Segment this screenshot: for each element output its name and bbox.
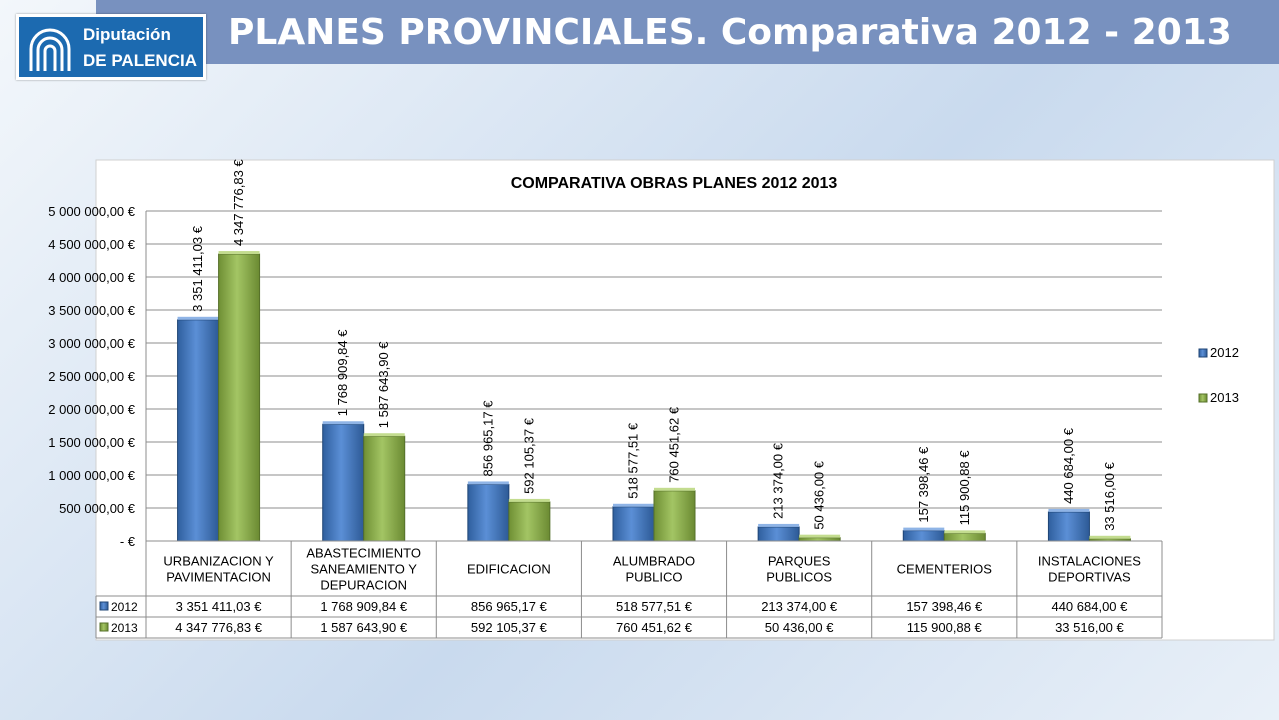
bar-top-2012-2 <box>467 481 509 485</box>
data-label-2013-4: 50 436,00 € <box>812 460 827 529</box>
chart-area <box>95 159 1275 641</box>
category-label-1: ABASTECIMIENTO <box>306 546 421 561</box>
data-label-2013-5: 115 900,88 € <box>957 450 972 526</box>
logo-line-1: Diputación <box>83 25 171 44</box>
bar-2013-2 <box>508 501 551 542</box>
bar-top-2013-0 <box>218 251 260 255</box>
table-cell-2012-1: 1 768 909,84 € <box>320 599 408 614</box>
data-label-2013-1: 1 587 643,90 € <box>376 341 391 429</box>
data-label-2013-6: 33 516,00 € <box>1102 461 1117 530</box>
y-tick-label: 2 500 000,00 € <box>48 369 136 384</box>
logo-line-2: DE PALENCIA <box>83 51 197 70</box>
table-cell-2013-1: 1 587 643,90 € <box>320 620 408 635</box>
logo-arches-icon <box>29 28 71 71</box>
table-legend-key-2013 <box>99 622 109 632</box>
category-label-6: DEPORTIVAS <box>1048 570 1131 585</box>
table-series-name-2012: 2012 <box>111 600 138 614</box>
bar-top-2012-0 <box>177 316 219 320</box>
category-label-2: EDIFICACION <box>467 562 551 577</box>
bar-top-2012-5 <box>903 527 945 531</box>
chart-title: COMPARATIVA OBRAS PLANES 2012 2013 <box>511 175 838 192</box>
bar-2012-2 <box>467 483 510 542</box>
category-label-0: URBANIZACION Y <box>163 554 274 569</box>
bar-2012-0 <box>177 319 220 542</box>
logo: Diputación DE PALENCIA <box>16 14 206 80</box>
data-label-2012-2: 856 965,17 € <box>480 400 495 477</box>
bar-top-2012-3 <box>613 503 654 507</box>
bar-top-2013-6 <box>1089 535 1131 539</box>
y-tick-label: 500 000,00 € <box>59 501 136 516</box>
table-cell-2013-6: 33 516,00 € <box>1055 620 1124 635</box>
category-label-4: PARQUES <box>768 554 831 569</box>
bar-top-2013-3 <box>654 487 695 491</box>
title-bar <box>96 0 1279 64</box>
table-cell-2012-6: 440 684,00 € <box>1051 599 1128 614</box>
bar-2012-3 <box>612 506 655 542</box>
y-tick-label: - € <box>120 534 136 549</box>
data-label-2013-3: 760 451,62 € <box>667 406 682 483</box>
category-label-6: INSTALACIONES <box>1038 554 1141 569</box>
table-legend-key-2012 <box>99 601 109 611</box>
bar-top-2012-6 <box>1048 508 1090 512</box>
table-cell-2013-3: 760 451,62 € <box>616 620 693 635</box>
data-label-2012-1: 1 768 909,84 € <box>335 329 350 417</box>
table-series-name-2013: 2013 <box>111 621 138 635</box>
category-label-5: CEMENTERIOS <box>897 562 993 577</box>
table-cell-2013-0: 4 347 776,83 € <box>175 620 263 635</box>
category-label-4: PUBLICOS <box>766 570 832 585</box>
y-tick-label: 2 000 000,00 € <box>48 402 136 417</box>
legend-label-2013: 2013 <box>1210 390 1239 405</box>
bar-2012-4 <box>757 526 800 542</box>
bar-top-2013-2 <box>508 498 550 502</box>
bar-top-2012-4 <box>758 523 800 527</box>
legend-key-2012 <box>1198 348 1208 358</box>
bar-2012-1 <box>322 423 365 542</box>
y-tick-label: 1 000 000,00 € <box>48 468 136 483</box>
y-tick-label: 5 000 000,00 € <box>48 204 136 219</box>
bar-top-2013-1 <box>363 433 405 437</box>
category-label-1: DEPURACION <box>320 578 407 593</box>
table-cell-2013-2: 592 105,37 € <box>471 620 548 635</box>
y-tick-label: 3 500 000,00 € <box>48 303 136 318</box>
data-label-2012-4: 213 374,00 € <box>771 442 786 519</box>
table-cell-2013-4: 50 436,00 € <box>765 620 834 635</box>
page-title: PLANES PROVINCIALES. Comparativa 2012 - … <box>228 12 1232 53</box>
category-label-0: PAVIMENTACION <box>166 570 271 585</box>
bar-top-2013-5 <box>944 530 986 534</box>
bar-2013-5 <box>943 532 986 542</box>
table-cell-2013-5: 115 900,88 € <box>907 620 983 635</box>
y-tick-label: 3 000 000,00 € <box>48 336 136 351</box>
legend-label-2012: 2012 <box>1210 345 1239 360</box>
table-cell-2012-5: 157 398,46 € <box>906 599 983 614</box>
category-label-3: ALUMBRADO <box>613 554 695 569</box>
data-label-2013-2: 592 105,37 € <box>521 417 536 494</box>
bar-2012-5 <box>902 530 945 542</box>
data-label-2012-3: 518 577,51 € <box>626 422 641 499</box>
table-cell-2012-0: 3 351 411,03 € <box>176 599 263 614</box>
bar-2012-6 <box>1047 511 1090 542</box>
y-tick-label: 4 000 000,00 € <box>48 270 136 285</box>
y-tick-label: 4 500 000,00 € <box>48 237 136 252</box>
table-cell-2012-4: 213 374,00 € <box>761 599 838 614</box>
bar-2013-0 <box>218 253 261 542</box>
data-label-2013-0: 4 347 776,83 € <box>231 159 246 247</box>
data-label-2012-6: 440 684,00 € <box>1061 427 1076 504</box>
category-label-1: SANEAMIENTO Y <box>310 562 417 577</box>
table-cell-2012-3: 518 577,51 € <box>616 599 693 614</box>
table-cell-2012-2: 856 965,17 € <box>471 599 548 614</box>
legend-key-2013 <box>1198 393 1208 403</box>
bar-2013-1 <box>363 435 406 542</box>
data-label-2012-5: 157 398,46 € <box>916 446 931 523</box>
bar-2013-3 <box>653 490 696 542</box>
category-label-3: PUBLICO <box>625 570 682 585</box>
data-label-2012-0: 3 351 411,03 € <box>190 225 205 312</box>
bar-top-2012-1 <box>322 421 364 425</box>
y-tick-label: 1 500 000,00 € <box>48 435 136 450</box>
bar-top-2013-4 <box>799 534 841 538</box>
